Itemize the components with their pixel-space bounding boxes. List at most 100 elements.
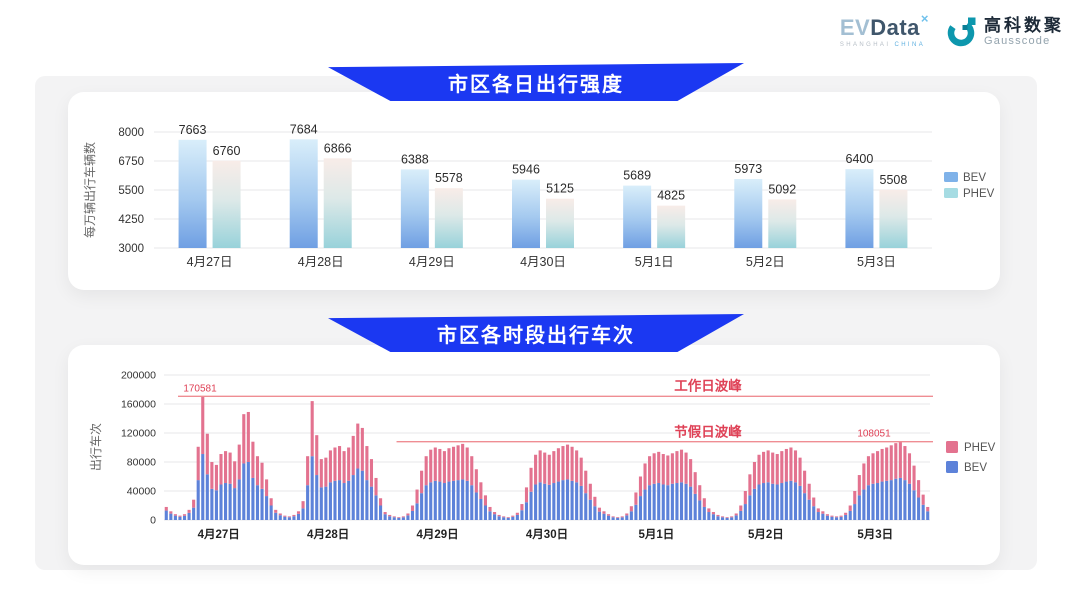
bev-stack[interactable] [584,493,588,520]
bev-stack[interactable] [319,487,323,520]
phev-stack[interactable] [474,469,478,493]
phev-stack[interactable] [898,441,902,478]
bev-stack[interactable] [830,516,834,520]
phev-stack[interactable] [292,514,296,517]
phev-stack[interactable] [465,447,469,481]
bar-series[interactable] [178,139,908,248]
bev-stack[interactable] [752,488,757,520]
bev-stack[interactable] [834,517,839,520]
bev-stack[interactable] [246,462,250,520]
bev-stack[interactable] [675,483,679,520]
phev-stack[interactable] [278,513,282,516]
phev-stack[interactable] [816,508,820,513]
bev-stack[interactable] [775,484,779,520]
bev-stack[interactable] [862,489,866,520]
phev-stack[interactable] [848,505,852,511]
phev-stack[interactable] [410,505,415,511]
phev-stack[interactable] [164,506,168,511]
phev-stack[interactable] [543,452,547,484]
bev-stack[interactable] [420,493,424,520]
bev-stack[interactable] [178,516,182,520]
bev-stack[interactable] [666,485,670,520]
bev-stack[interactable] [734,515,738,520]
phev-stack[interactable] [534,454,538,485]
phev-stack[interactable] [926,506,930,512]
bev-stack[interactable] [625,515,629,520]
bev-stack[interactable] [698,500,702,520]
bev-stack[interactable] [575,482,579,520]
phev-stack[interactable] [237,444,241,480]
bev-stack[interactable] [602,513,606,520]
bev-stack[interactable] [424,485,428,520]
phev-stack[interactable] [894,443,898,479]
bev-stack[interactable] [360,470,364,520]
bev-stack[interactable] [333,480,337,520]
legend-swatch-bev[interactable] [944,172,958,182]
phev-stack[interactable] [748,474,752,496]
phev-stack[interactable] [679,449,684,483]
phev-stack[interactable] [379,498,383,506]
phev-stack[interactable] [588,483,592,500]
phev-stack[interactable] [424,456,428,486]
phev-stack[interactable] [493,512,497,515]
phev-stack[interactable] [438,448,442,482]
phev-bar[interactable] [657,205,686,248]
phev-stack[interactable] [506,517,510,518]
bev-stack[interactable] [529,491,533,520]
phev-stack[interactable] [479,482,483,499]
phev-stack[interactable] [565,444,570,480]
phev-stack[interactable] [319,459,323,488]
bev-stack[interactable] [607,515,611,520]
bev-stack[interactable] [242,463,246,520]
phev-stack[interactable] [921,494,925,505]
phev-stack[interactable] [839,515,843,517]
bev-stack[interactable] [379,505,383,521]
bev-stack[interactable] [720,517,725,520]
phev-stack[interactable] [224,451,228,484]
phev-stack[interactable] [625,513,629,516]
bev-stack[interactable] [506,517,510,520]
phev-stack[interactable] [584,470,588,494]
phev-stack[interactable] [246,411,250,462]
phev-stack[interactable] [433,447,437,481]
phev-stack[interactable] [720,516,725,518]
phev-stack[interactable] [652,453,656,484]
bev-stack[interactable] [493,514,497,520]
bev-stack[interactable] [648,485,652,520]
bev-stack[interactable] [766,482,770,520]
bev-stack[interactable] [438,481,442,520]
bev-stack[interactable] [502,517,506,520]
bev-stack[interactable] [524,502,529,520]
bev-stack[interactable] [397,517,401,520]
phev-stack[interactable] [607,514,611,516]
phev-stack[interactable] [661,454,665,485]
phev-stack[interactable] [862,463,866,490]
phev-stack[interactable] [260,462,264,489]
phev-stack[interactable] [483,495,487,506]
bev-stack[interactable] [479,498,483,520]
bev-stack[interactable] [429,482,433,520]
phev-stack[interactable] [502,516,506,518]
bev-stack[interactable] [702,506,706,520]
bev-stack[interactable] [739,510,743,520]
bev-stack[interactable] [210,488,214,520]
phev-stack[interactable] [825,514,829,516]
bev-stack[interactable] [255,485,260,520]
bev-stack[interactable] [388,516,392,520]
bev-stack[interactable] [251,477,255,520]
bev-stack[interactable] [347,480,351,520]
phev-stack[interactable] [529,467,533,492]
bev-stack[interactable] [192,507,196,520]
phev-stack[interactable] [570,446,574,481]
bev-stack[interactable] [570,480,574,520]
bev-stack[interactable] [638,496,643,520]
phev-stack[interactable] [716,514,720,517]
bev-stack[interactable] [748,495,752,520]
legend-swatch-phev[interactable] [944,188,958,198]
bev-stack[interactable] [711,514,715,520]
phev-stack[interactable] [360,427,364,471]
phev-stack[interactable] [597,507,601,512]
bev-stack[interactable] [356,468,360,520]
phev-stack[interactable] [666,455,670,486]
phev-stack[interactable] [406,513,410,516]
